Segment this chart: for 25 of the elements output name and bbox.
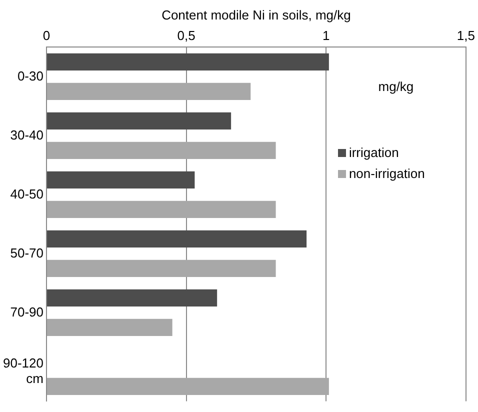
legend-label: irrigation: [348, 145, 399, 160]
y-tick-label: 0-30: [17, 68, 44, 84]
x-tick-label: 1,5: [456, 28, 476, 43]
bar: [46, 171, 195, 189]
bar: [46, 289, 218, 307]
bar: [46, 82, 251, 100]
x-tick-label: 1: [322, 28, 330, 43]
x-tick-label: 0,5: [177, 28, 196, 43]
bar: [46, 200, 276, 218]
y-tick-label: 30-40: [10, 127, 44, 142]
x-axis-title: Content modile Ni in soils, mg/kg: [162, 7, 351, 22]
bar: [46, 53, 329, 71]
y-tick-label: 70-90: [10, 304, 44, 320]
y-tick-label: 50-70: [10, 245, 44, 260]
y-tick-label: 40-50: [10, 186, 44, 202]
legend-label: non-irrigation: [348, 166, 425, 182]
x-tick-label: 0: [42, 28, 50, 43]
bar: [46, 260, 276, 278]
bar: [46, 230, 307, 248]
y-tick-label: 90-120 cm: [2, 355, 44, 386]
bar: [46, 142, 276, 160]
bar: [46, 112, 232, 130]
annotation: mg/kg: [378, 78, 414, 94]
bar: [46, 318, 172, 336]
bar: [46, 378, 329, 396]
